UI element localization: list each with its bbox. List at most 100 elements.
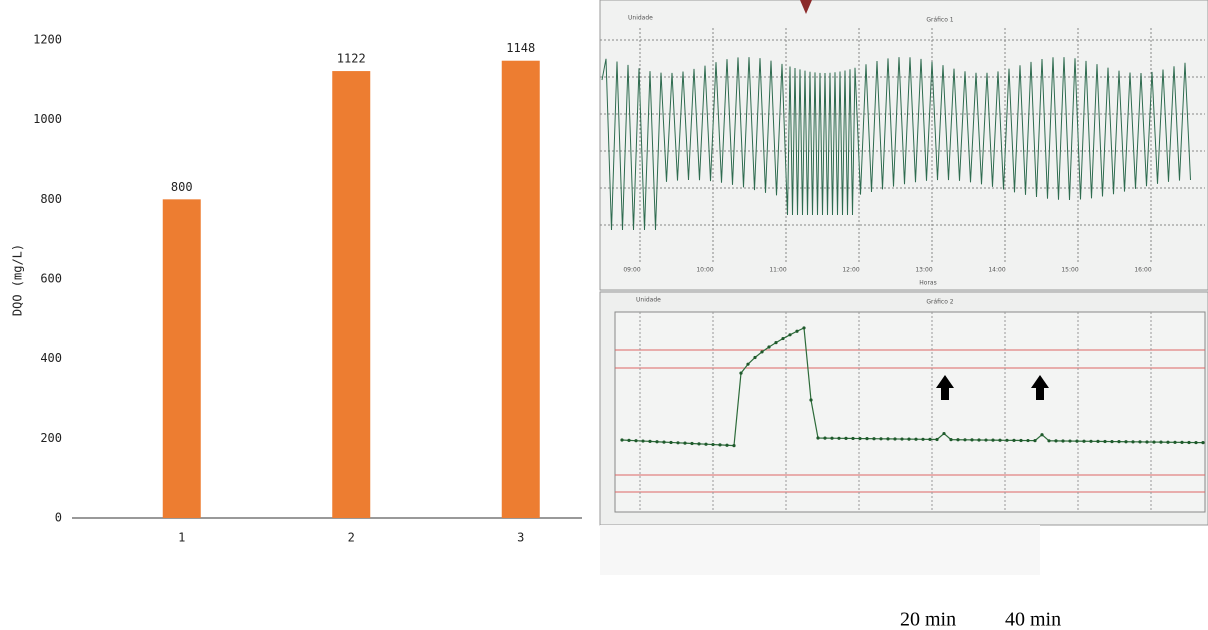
trend-dot	[690, 442, 693, 445]
bottom-plot	[615, 312, 1205, 512]
trend-dot	[1061, 439, 1064, 442]
trend-dot	[634, 439, 637, 442]
trend-dot	[914, 438, 917, 441]
trend-dot	[725, 444, 728, 447]
trend-dot	[1012, 439, 1015, 442]
caption: 20 min	[900, 609, 956, 630]
photo-tick: 14:00	[988, 267, 1005, 274]
photo: Unidade Gráfico 1 Horas Unidade Gráfico …	[600, 0, 1208, 525]
trend-dot	[697, 442, 700, 445]
trend-dot	[683, 442, 686, 445]
page: DQO (mg/L) Unidade Gráfico 1 Horas Unida…	[0, 0, 1208, 630]
trend-dot	[746, 363, 749, 366]
trend-dot	[1054, 439, 1057, 442]
trend-dot	[753, 356, 756, 359]
trend-dot	[900, 437, 903, 440]
trend-dot	[970, 438, 973, 441]
value-label: 1148	[506, 41, 535, 55]
photo-tick: 15:00	[1061, 267, 1078, 274]
trend-dot	[1040, 433, 1043, 436]
trend-dot	[1152, 440, 1155, 443]
figure: DQO (mg/L) Unidade Gráfico 1 Horas Unida…	[0, 0, 1208, 630]
photo-tick: 13:00	[915, 267, 932, 274]
trend-dot	[893, 437, 896, 440]
bottom-legend: Unidade	[636, 297, 661, 304]
photo-tick: 16:00	[1134, 267, 1151, 274]
bar	[502, 61, 540, 518]
trend-dot	[1131, 440, 1134, 443]
trend-dot	[1075, 440, 1078, 443]
top-panel	[600, 0, 1208, 290]
trend-dot	[935, 438, 938, 441]
photo-tick: 12:00	[842, 267, 859, 274]
trend-dot	[998, 439, 1001, 442]
trend-dot	[1201, 441, 1204, 444]
trend-dot	[1194, 441, 1197, 444]
y-tick-label: 0	[55, 511, 62, 525]
trend-dot	[886, 437, 889, 440]
trend-dot	[1026, 439, 1029, 442]
caption: 40 min	[1005, 609, 1061, 630]
trend-dot	[802, 326, 805, 329]
trend-dot	[949, 438, 952, 441]
trend-dot	[1145, 440, 1148, 443]
trend-dot	[648, 440, 651, 443]
trend-dot	[991, 439, 994, 442]
photo-tick: 10:00	[696, 267, 713, 274]
trend-dot	[1124, 440, 1127, 443]
value-label: 1122	[337, 52, 366, 66]
trend-dot	[1166, 441, 1169, 444]
x-tick-label: 1	[178, 531, 185, 545]
trend-dot	[823, 437, 826, 440]
trend-dot	[739, 372, 742, 375]
trend-dot	[879, 437, 882, 440]
y-axis-label: DQO (mg/L)	[11, 244, 25, 316]
y-tick-label: 600	[40, 272, 62, 286]
trend-dot	[1005, 439, 1008, 442]
photo-tick: 11:00	[769, 267, 786, 274]
trend-dot	[963, 438, 966, 441]
trend-dot	[837, 437, 840, 440]
y-tick-label: 400	[40, 351, 62, 365]
trend-dot	[620, 438, 623, 441]
trend-dot	[1068, 439, 1071, 442]
trend-dot	[851, 437, 854, 440]
trend-dot	[865, 437, 868, 440]
value-label: 800	[171, 180, 193, 194]
y-tick-label: 800	[40, 192, 62, 206]
trend-dot	[732, 444, 735, 447]
trend-dot	[1159, 441, 1162, 444]
trend-dot	[718, 443, 721, 446]
trend-dot	[1187, 441, 1190, 444]
trend-dot	[956, 438, 959, 441]
trend-dot	[627, 439, 630, 442]
trend-dot	[1082, 440, 1085, 443]
trend-dot	[907, 438, 910, 441]
trend-dot	[767, 345, 770, 348]
trend-dot	[1180, 441, 1183, 444]
trend-dot	[711, 443, 714, 446]
x-tick-label: 2	[348, 531, 355, 545]
trend-dot	[676, 441, 679, 444]
trend-dot	[704, 443, 707, 446]
trend-dot	[872, 437, 875, 440]
y-tick-label: 200	[40, 431, 62, 445]
trend-dot	[669, 441, 672, 444]
x-tick-label: 3	[517, 531, 524, 545]
trend-dot	[830, 437, 833, 440]
trend-dot	[977, 438, 980, 441]
trend-dot	[641, 439, 644, 442]
trend-dot	[781, 337, 784, 340]
trend-dot	[1089, 440, 1092, 443]
trend-dot	[1103, 440, 1106, 443]
trend-dot	[760, 350, 763, 353]
top-legend: Unidade	[628, 15, 653, 22]
trend-dot	[1117, 440, 1120, 443]
trend-dot	[662, 441, 665, 444]
trend-dot	[1019, 439, 1022, 442]
trend-dot	[795, 330, 798, 333]
trend-dot	[809, 398, 812, 401]
trend-dot	[1173, 441, 1176, 444]
trend-dot	[788, 333, 791, 336]
trend-dot	[1110, 440, 1113, 443]
